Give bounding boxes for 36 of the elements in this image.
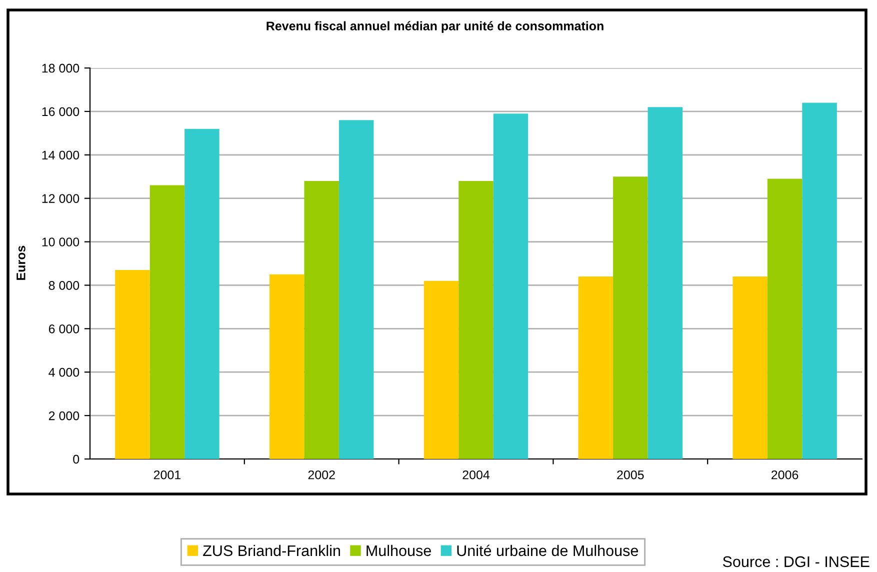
y-axis-title: Euros: [16, 246, 26, 280]
source-note: Source : DGI - INSEE: [722, 556, 870, 568]
bar: [613, 176, 648, 459]
bar: [732, 276, 768, 459]
legend-label: Mulhouse: [366, 544, 431, 556]
x-tick-label: 2006: [772, 470, 798, 480]
bar: [767, 178, 802, 459]
x-tick-label: 2001: [154, 470, 180, 480]
x-tick-label: 2005: [617, 470, 644, 480]
bar: [802, 102, 837, 459]
bar: [304, 180, 339, 459]
bar: [493, 114, 528, 459]
legend-label: Unité urbaine de Mulhouse: [457, 544, 638, 556]
bar: [184, 128, 220, 459]
y-tick-label: 6 000: [48, 324, 80, 334]
y-tick-label: 14 000: [42, 150, 80, 160]
bar: [115, 270, 150, 459]
y-tick-label: 2 000: [48, 411, 80, 420]
y-tick-label: 4 000: [48, 368, 80, 377]
bar: [424, 280, 459, 459]
bar: [338, 120, 374, 459]
x-tick-label: 2002: [308, 470, 335, 480]
x-tick-label: 2004: [462, 470, 490, 480]
y-tick-label: 10 000: [42, 238, 80, 246]
y-tick-label: 18 000: [42, 64, 80, 73]
legend-label: ZUS Briand-Franklin: [203, 544, 340, 556]
y-tick-label: 16 000: [42, 107, 80, 116]
y-tick-label: 0: [73, 454, 80, 464]
y-tick-label: 12 000: [42, 194, 80, 203]
bar: [578, 276, 614, 459]
bar: [269, 274, 304, 459]
y-tick-label: 8 000: [48, 281, 80, 290]
bar: [458, 180, 494, 459]
chart-title: Revenu fiscal annuel médian par unité de consommation: [266, 21, 604, 33]
bar: [150, 185, 185, 459]
bar: [648, 107, 683, 459]
